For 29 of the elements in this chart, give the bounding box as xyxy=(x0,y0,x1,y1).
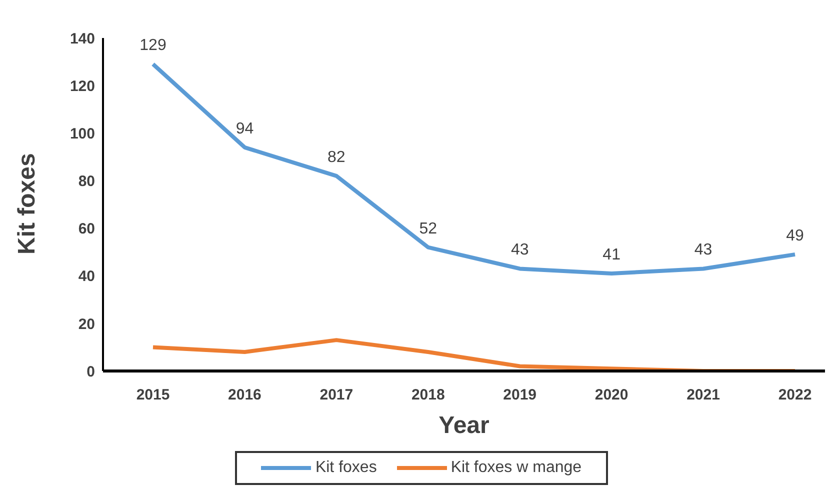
data-label: 49 xyxy=(786,227,804,244)
y-tick-label: 80 xyxy=(78,173,95,190)
y-tick-label: 60 xyxy=(78,220,95,238)
x-tick-label: 2019 xyxy=(503,386,537,404)
y-axis-title: Kit foxes xyxy=(14,153,41,254)
legend-label: Kit foxes w mange xyxy=(450,459,582,477)
x-tick-label: 2015 xyxy=(136,386,170,404)
data-label: 43 xyxy=(694,242,712,259)
y-tick-label: 0 xyxy=(86,363,95,380)
x-tick-label: 2022 xyxy=(778,386,812,404)
x-tick-label: 2017 xyxy=(320,386,354,404)
x-tick-label: 2021 xyxy=(686,386,720,404)
data-label: 82 xyxy=(328,148,346,166)
x-tick-label: 2020 xyxy=(594,386,628,404)
x-tick-label: 2016 xyxy=(228,386,262,404)
y-tick-label: 20 xyxy=(78,316,95,333)
y-tick-label: 140 xyxy=(70,30,95,48)
y-tick-label: 40 xyxy=(78,268,95,286)
data-label: 52 xyxy=(419,220,438,238)
data-label: 129 xyxy=(140,37,166,54)
y-tick-label: 120 xyxy=(70,78,95,95)
data-label: 41 xyxy=(602,246,621,264)
legend-label: Kit foxes xyxy=(314,459,377,477)
x-tick-label: 2018 xyxy=(411,386,445,404)
y-tick-label: 100 xyxy=(70,125,95,142)
data-label: 43 xyxy=(510,242,529,259)
x-axis-title: Year xyxy=(438,412,490,439)
line-series xyxy=(151,338,797,371)
data-label: 94 xyxy=(236,120,254,138)
